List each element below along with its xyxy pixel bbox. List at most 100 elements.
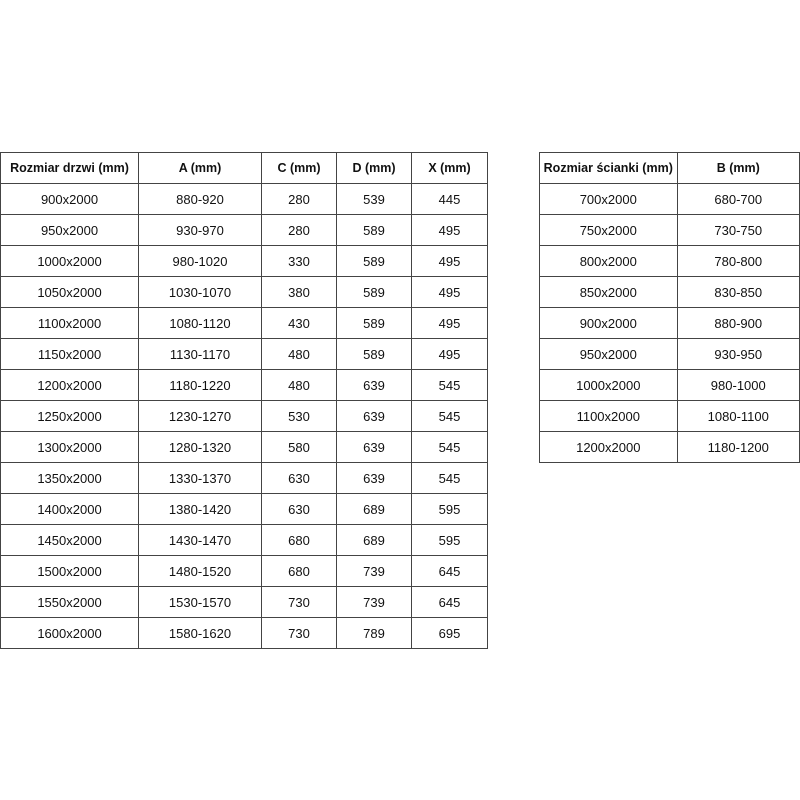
table-cell: 900x2000 bbox=[539, 307, 678, 339]
table-row: 800x2000 780-800 bbox=[539, 245, 800, 277]
table-cell: 495 bbox=[411, 338, 488, 370]
table-cell: 495 bbox=[411, 245, 488, 277]
table-cell: 539 bbox=[336, 183, 412, 215]
table-cell: 1450x2000 bbox=[0, 524, 139, 556]
table-cell: 430 bbox=[261, 307, 337, 339]
table-row: 900x2000 880-920 280 539 445 bbox=[0, 183, 488, 215]
table-cell: 639 bbox=[336, 462, 412, 494]
wall-size-table: Rozmiar ścianki (mm) B (mm) 700x2000 680-7… bbox=[539, 152, 800, 463]
table-cell: 589 bbox=[336, 307, 412, 339]
table-cell: 1530-1570 bbox=[138, 586, 262, 618]
table-row: 1200x2000 1180-1200 bbox=[539, 431, 800, 463]
table-cell: 1150x2000 bbox=[0, 338, 139, 370]
table-cell: 1380-1420 bbox=[138, 493, 262, 525]
column-header: C (mm) bbox=[261, 152, 337, 184]
table-cell: 595 bbox=[411, 493, 488, 525]
table-cell: 930-970 bbox=[138, 214, 262, 246]
table-row: 1200x2000 1180-1220 480 639 545 bbox=[0, 369, 488, 401]
header-row: Rozmiar drzwi (mm) A (mm) C (mm) D (mm) X (m… bbox=[0, 152, 488, 184]
table-cell: 595 bbox=[411, 524, 488, 556]
column-header: B (mm) bbox=[676, 152, 800, 184]
header-row: Rozmiar ścianki (mm) B (mm) bbox=[539, 152, 800, 184]
table-cell: 545 bbox=[411, 369, 488, 401]
table-cell: 789 bbox=[336, 617, 412, 649]
table-cell: 589 bbox=[336, 338, 412, 370]
table-cell: 830-850 bbox=[676, 276, 800, 308]
table-cell: 880-900 bbox=[676, 307, 800, 339]
table-row: 1450x2000 1430-1470 680 689 595 bbox=[0, 524, 488, 556]
table-cell: 689 bbox=[336, 524, 412, 556]
table-row: 1600x2000 1580-1620 730 789 695 bbox=[0, 617, 488, 649]
table-cell: 730 bbox=[261, 586, 337, 618]
table-cell: 780-800 bbox=[676, 245, 800, 277]
table-cell: 1000x2000 bbox=[539, 369, 678, 401]
table-cell: 1200x2000 bbox=[0, 369, 139, 401]
table-row: 1500x2000 1480-1520 680 739 645 bbox=[0, 555, 488, 587]
table-cell: 700x2000 bbox=[539, 183, 678, 215]
table-row: 1150x2000 1130-1170 480 589 495 bbox=[0, 338, 488, 370]
table-row: 1100x2000 1080-1120 430 589 495 bbox=[0, 307, 488, 339]
table-row: 1050x2000 1030-1070 380 589 495 bbox=[0, 276, 488, 308]
table-cell: 1100x2000 bbox=[0, 307, 139, 339]
table-cell: 950x2000 bbox=[0, 214, 139, 246]
table-cell: 800x2000 bbox=[539, 245, 678, 277]
table-cell: 1350x2000 bbox=[0, 462, 139, 494]
table-cell: 689 bbox=[336, 493, 412, 525]
table-cell: 639 bbox=[336, 400, 412, 432]
column-header: Rozmiar drzwi (mm) bbox=[0, 152, 139, 184]
column-header: D (mm) bbox=[336, 152, 412, 184]
table-cell: 1200x2000 bbox=[539, 431, 678, 463]
table-cell: 900x2000 bbox=[0, 183, 139, 215]
table-cell: 1130-1170 bbox=[138, 338, 262, 370]
table-cell: 739 bbox=[336, 586, 412, 618]
table-cell: 950x2000 bbox=[539, 338, 678, 370]
column-header: Rozmiar ścianki (mm) bbox=[539, 152, 678, 184]
table-cell: 639 bbox=[336, 369, 412, 401]
table-cell: 545 bbox=[411, 400, 488, 432]
table-cell: 495 bbox=[411, 307, 488, 339]
table-row: 1100x2000 1080-1100 bbox=[539, 400, 800, 432]
table-cell: 1500x2000 bbox=[0, 555, 139, 587]
table-row: 1300x2000 1280-1320 580 639 545 bbox=[0, 431, 488, 463]
table-cell: 639 bbox=[336, 431, 412, 463]
column-header: X (mm) bbox=[411, 152, 488, 184]
table-row: 900x2000 880-900 bbox=[539, 307, 800, 339]
table-row: 950x2000 930-950 bbox=[539, 338, 800, 370]
table-cell: 545 bbox=[411, 462, 488, 494]
table-cell: 1050x2000 bbox=[0, 276, 139, 308]
table-cell: 1250x2000 bbox=[0, 400, 139, 432]
table-cell: 930-950 bbox=[676, 338, 800, 370]
table-cell: 1300x2000 bbox=[0, 431, 139, 463]
table-cell: 380 bbox=[261, 276, 337, 308]
column-header: A (mm) bbox=[138, 152, 262, 184]
table-cell: 1580-1620 bbox=[138, 617, 262, 649]
table-cell: 880-920 bbox=[138, 183, 262, 215]
table-cell: 630 bbox=[261, 493, 337, 525]
table-cell: 730 bbox=[261, 617, 337, 649]
table-cell: 1280-1320 bbox=[138, 431, 262, 463]
table-cell: 1080-1100 bbox=[676, 400, 800, 432]
table-cell: 330 bbox=[261, 245, 337, 277]
table-cell: 645 bbox=[411, 586, 488, 618]
door-size-table: Rozmiar drzwi (mm) A (mm) C (mm) D (mm) X (m… bbox=[0, 152, 488, 649]
table-row: 850x2000 830-850 bbox=[539, 276, 800, 308]
table-cell: 589 bbox=[336, 245, 412, 277]
table-cell: 630 bbox=[261, 462, 337, 494]
table-cell: 1230-1270 bbox=[138, 400, 262, 432]
table-cell: 680 bbox=[261, 524, 337, 556]
table-cell: 739 bbox=[336, 555, 412, 587]
table-cell: 545 bbox=[411, 431, 488, 463]
table-cell: 280 bbox=[261, 214, 337, 246]
table-cell: 1550x2000 bbox=[0, 586, 139, 618]
table-cell: 1000x2000 bbox=[0, 245, 139, 277]
table-cell: 1030-1070 bbox=[138, 276, 262, 308]
table-cell: 730-750 bbox=[676, 214, 800, 246]
table-cell: 980-1020 bbox=[138, 245, 262, 277]
table-cell: 1480-1520 bbox=[138, 555, 262, 587]
table-cell: 445 bbox=[411, 183, 488, 215]
table-cell: 1100x2000 bbox=[539, 400, 678, 432]
table-cell: 1400x2000 bbox=[0, 493, 139, 525]
table-cell: 850x2000 bbox=[539, 276, 678, 308]
table-cell: 495 bbox=[411, 214, 488, 246]
table-row: 950x2000 930-970 280 589 495 bbox=[0, 214, 488, 246]
